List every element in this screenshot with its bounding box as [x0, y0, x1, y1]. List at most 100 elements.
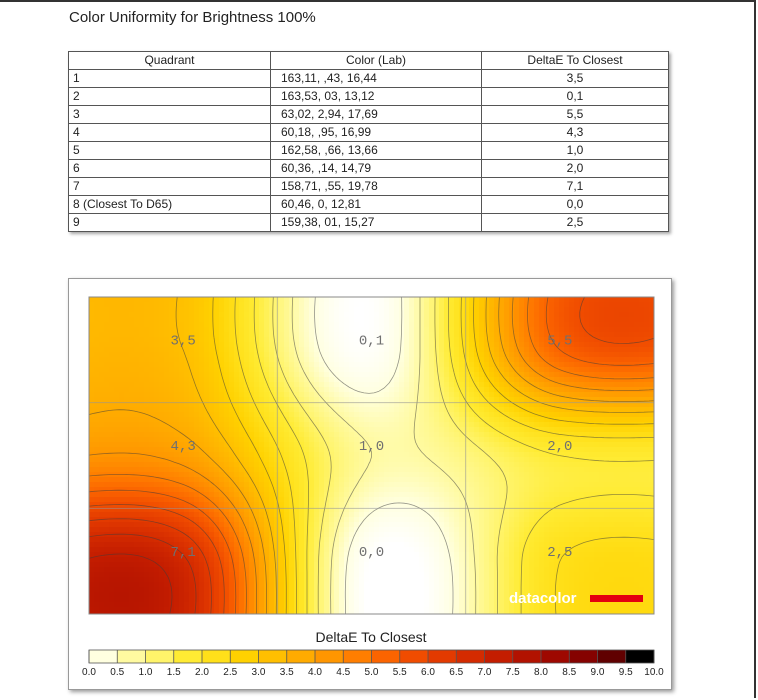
heat-cell [399, 427, 405, 433]
heat-cell [574, 467, 580, 473]
heat-cell [284, 472, 290, 478]
heat-cell [409, 422, 415, 428]
heat-cell [319, 407, 325, 413]
heat-cell [274, 297, 280, 303]
heat-cell [284, 377, 290, 383]
heat-cell [524, 342, 530, 348]
heat-cell [619, 342, 625, 348]
heat-cell [464, 372, 470, 378]
heat-cell [244, 437, 250, 443]
heat-cell [574, 397, 580, 403]
heat-cell [464, 342, 470, 348]
heat-cell [139, 392, 145, 398]
heat-cell [104, 402, 110, 408]
heat-cell [294, 472, 300, 478]
heat-cell [429, 422, 435, 428]
heat-cell [159, 467, 165, 473]
heat-cell [649, 302, 654, 308]
heat-cell [309, 492, 315, 498]
heat-cell [434, 482, 440, 488]
heat-cell [334, 397, 340, 403]
heat-cell [144, 332, 150, 338]
heat-cell [234, 457, 240, 463]
heat-cell [104, 437, 110, 443]
heat-cell [564, 317, 570, 323]
heat-cell [219, 512, 225, 518]
heat-cell [299, 337, 305, 343]
heat-cell [334, 432, 340, 438]
heat-cell [539, 357, 545, 363]
heat-cell [284, 332, 290, 338]
heat-cell [469, 327, 475, 333]
heat-cell [219, 447, 225, 453]
heat-cell [474, 387, 480, 393]
heat-cell [344, 457, 350, 463]
heat-cell [104, 422, 110, 428]
heat-cell [409, 472, 415, 478]
heat-cell [619, 502, 625, 508]
heat-cell [219, 437, 225, 443]
heat-cell [279, 462, 285, 468]
heat-cell [609, 502, 615, 508]
heat-cell [259, 322, 265, 328]
heat-cell [164, 382, 170, 388]
heat-cell [359, 452, 365, 458]
heat-cell [629, 462, 635, 468]
heat-cell [574, 417, 580, 423]
heat-cell [429, 367, 435, 373]
heat-cell [599, 472, 605, 478]
heat-cell [379, 342, 385, 348]
heat-cell [439, 372, 445, 378]
heat-cell [229, 387, 235, 393]
heat-cell [584, 402, 590, 408]
heat-cell [424, 322, 430, 328]
heat-cell [314, 452, 320, 458]
heat-cell [109, 457, 115, 463]
heat-cell [499, 497, 505, 503]
heat-cell [454, 497, 460, 503]
heat-cell [284, 307, 290, 313]
heat-cell [139, 447, 145, 453]
heat-cell [244, 477, 250, 483]
heat-cell [459, 392, 465, 398]
heat-cell [169, 447, 175, 453]
heat-cell [649, 337, 654, 343]
heat-cell [589, 462, 595, 468]
heat-cell [264, 482, 270, 488]
heat-cell [179, 427, 185, 433]
heat-cell [429, 462, 435, 468]
heat-cell [589, 337, 595, 343]
heat-cell [309, 497, 315, 503]
heat-cell [309, 372, 315, 378]
heat-cell [364, 502, 370, 508]
heat-cell [289, 387, 295, 393]
heat-cell [589, 367, 595, 373]
heat-cell [629, 392, 635, 398]
heat-cell [324, 467, 330, 473]
heat-cell [339, 332, 345, 338]
heat-cell [134, 312, 140, 318]
heat-cell [289, 512, 295, 518]
heat-cell [589, 502, 595, 508]
heat-cell [134, 427, 140, 433]
heat-cell [624, 422, 630, 428]
heat-cell [449, 402, 455, 408]
heat-cell [164, 372, 170, 378]
heat-cell [274, 477, 280, 483]
heat-cell [404, 492, 410, 498]
heat-cell [184, 347, 190, 353]
heat-cell [269, 487, 275, 493]
heat-cell [264, 427, 270, 433]
heat-cell [534, 297, 540, 303]
heat-cell [404, 392, 410, 398]
heat-cell [89, 302, 95, 308]
heat-cell [109, 487, 115, 493]
heat-cell [289, 347, 295, 353]
heat-cell [469, 422, 475, 428]
heat-cell [234, 452, 240, 458]
heat-cell [249, 502, 255, 508]
heat-cell [159, 422, 165, 428]
heat-cell [399, 417, 405, 423]
heat-cell [124, 417, 130, 423]
heat-cell [629, 487, 635, 493]
